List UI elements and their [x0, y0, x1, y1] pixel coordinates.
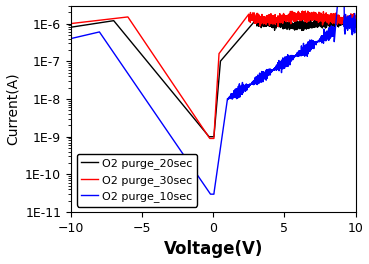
O2 purge_20sec [276, 24, 280, 27]
O2 purge_20sec [331, 20, 335, 23]
O2 purge_10sec [208, 192, 213, 196]
O2 purge_30sec [204, 132, 208, 135]
O2 purge_10sec [331, 31, 335, 34]
O2 purge_20sec [204, 132, 208, 135]
Legend: O2 purge_20sec, O2 purge_30sec, O2 purge_10sec: O2 purge_20sec, O2 purge_30sec, O2 purge… [76, 154, 197, 207]
O2 purge_20sec [69, 26, 73, 29]
O2 purge_30sec [276, 15, 280, 18]
O2 purge_10sec [276, 61, 280, 64]
O2 purge_10sec [188, 163, 193, 167]
O2 purge_20sec [190, 115, 195, 119]
O2 purge_20sec [207, 135, 211, 138]
Line: O2 purge_10sec: O2 purge_10sec [71, 0, 355, 194]
O2 purge_10sec [345, 17, 349, 21]
Y-axis label: Current(A): Current(A) [6, 73, 20, 145]
O2 purge_30sec [331, 18, 335, 21]
X-axis label: Voltage(V): Voltage(V) [163, 241, 263, 258]
O2 purge_10sec [190, 167, 195, 170]
O2 purge_10sec [69, 37, 73, 40]
O2 purge_30sec [353, 18, 358, 21]
O2 purge_20sec [353, 21, 358, 25]
O2 purge_20sec [269, 15, 273, 18]
O2 purge_30sec [188, 109, 193, 112]
O2 purge_30sec [69, 22, 73, 25]
O2 purge_30sec [207, 137, 212, 140]
Line: O2 purge_20sec: O2 purge_20sec [71, 16, 355, 137]
O2 purge_30sec [303, 10, 307, 13]
O2 purge_10sec [204, 186, 208, 190]
O2 purge_20sec [345, 20, 349, 23]
O2 purge_20sec [188, 113, 193, 116]
O2 purge_30sec [190, 112, 195, 115]
O2 purge_30sec [345, 16, 349, 19]
O2 purge_10sec [353, 23, 358, 26]
Line: O2 purge_30sec: O2 purge_30sec [71, 11, 355, 138]
